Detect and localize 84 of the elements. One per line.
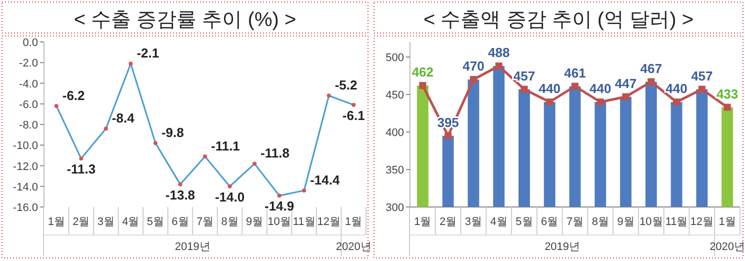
- x-tick-label: 11월: [665, 216, 688, 228]
- data-label: 433: [716, 86, 738, 102]
- y-tick-label: -16.0: [12, 202, 38, 214]
- text: 2019년: [174, 241, 210, 253]
- text: 2019년: [544, 241, 580, 253]
- point: [648, 78, 655, 86]
- text: 2020년: [710, 241, 745, 253]
- text: 2020년: [336, 241, 372, 253]
- data-label: -11.8: [260, 146, 290, 161]
- x-tick-label: 1월: [414, 216, 432, 228]
- point: [572, 82, 578, 90]
- x-tick-label: 12월: [690, 216, 714, 228]
- data-label: -11.3: [66, 162, 96, 177]
- data-label: -14.9: [264, 198, 294, 214]
- y-tick-label: -12.0: [12, 160, 38, 173]
- data-label: -11.1: [211, 138, 240, 154]
- x-tick-label: 10월: [640, 216, 663, 228]
- x-tick-label: 7월: [196, 216, 214, 228]
- y-tick-label: 300: [386, 202, 404, 214]
- x-tick-label: 5월: [146, 216, 164, 228]
- data-label: 440: [666, 81, 688, 96]
- data-label: -6.2: [62, 88, 85, 103]
- data-label: -8.4: [112, 110, 136, 126]
- data-label: 488: [488, 45, 510, 60]
- x-tick-label: 10월: [268, 216, 291, 228]
- point: [596, 98, 604, 106]
- x-tick-label: 3월: [97, 216, 114, 228]
- x-tick-label: 4월: [122, 216, 140, 228]
- y-tick-label: 400: [386, 127, 404, 139]
- point: [419, 82, 426, 89]
- data-label: 447: [614, 76, 637, 91]
- x-tick-label: 2월: [440, 216, 457, 228]
- y-tick-label: 0.0: [22, 37, 38, 49]
- data-label: 462: [412, 64, 434, 80]
- point: [673, 98, 680, 106]
- data-label: 457: [691, 68, 713, 84]
- data-label: -6.1: [342, 108, 365, 123]
- x-tick-label: 8월: [592, 216, 609, 228]
- x-tick-label: 6월: [172, 216, 189, 228]
- point: [546, 98, 554, 106]
- chart-title: < 수출액 증감 추이 (억 달러) >: [423, 9, 694, 31]
- x-tick-label: 9월: [617, 216, 634, 228]
- x-tick-label: 7월: [566, 216, 584, 228]
- y-tick-label: -14.0: [12, 181, 38, 194]
- y-tick-label: -10.0: [12, 140, 38, 152]
- x-tick-label: 8월: [221, 216, 238, 228]
- y-tick-label: -8.0: [19, 120, 38, 132]
- x-tick-label: 3월: [464, 216, 482, 228]
- point: [444, 132, 452, 140]
- x-tick-label: 4월: [490, 216, 508, 228]
- data-label: 440: [538, 81, 560, 96]
- data-label: 440: [590, 81, 612, 96]
- x-tick-label: 11월: [292, 216, 316, 228]
- point: [622, 93, 630, 100]
- x-tick-label: 5월: [516, 216, 533, 228]
- x-tick-label: 2월: [72, 216, 90, 228]
- x-tick-label: 6월: [541, 216, 558, 228]
- point: [495, 62, 502, 70]
- data-label: -2.1: [136, 46, 160, 61]
- point: [520, 86, 528, 93]
- point: [470, 76, 477, 83]
- data-label: -13.8: [165, 187, 196, 202]
- y-tick-label: -6.0: [19, 98, 38, 111]
- data-label: -14.0: [214, 189, 245, 204]
- data-label: 461: [564, 65, 586, 80]
- y-tick-label: 350: [386, 164, 404, 176]
- x-tick-label: 1월: [345, 216, 362, 228]
- y-tick-label: -2.0: [19, 58, 38, 70]
- x-tick-label: 1월: [718, 216, 736, 228]
- y-tick-label: 450: [386, 90, 404, 102]
- x-tick-label: 12월: [317, 216, 340, 228]
- x-tick-label: 9월: [246, 216, 264, 228]
- data-label: 470: [462, 58, 484, 74]
- data-label: 467: [640, 60, 662, 76]
- point: [724, 104, 731, 111]
- data-label: -14.4: [310, 172, 340, 188]
- chart-title: < 수출 증감률 추이 (%) >: [74, 9, 296, 31]
- data-label: -9.8: [161, 125, 184, 140]
- y-tick-label: 500: [386, 52, 404, 64]
- data-label: 457: [513, 68, 536, 84]
- x-tick-label: 1월: [48, 216, 65, 228]
- point: [698, 86, 706, 93]
- y-tick-label: -4.0: [19, 78, 38, 90]
- data-label: -5.2: [334, 78, 358, 93]
